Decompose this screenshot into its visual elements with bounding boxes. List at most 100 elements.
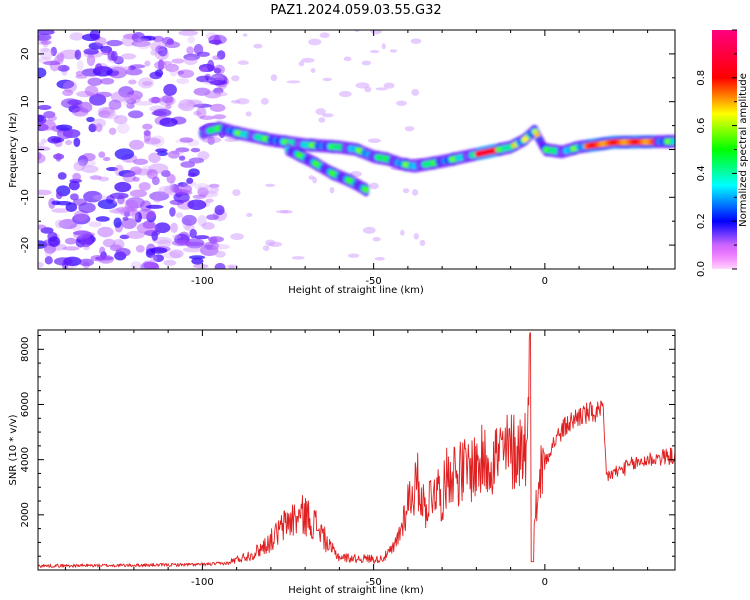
noise-blob — [129, 189, 148, 198]
noise-blob — [214, 250, 226, 258]
noise-blob — [86, 116, 95, 123]
noise-blob — [206, 214, 219, 221]
noise-blob — [51, 137, 65, 143]
noise-blob — [98, 151, 106, 159]
noise-blob — [189, 228, 197, 239]
noise-blob — [107, 50, 116, 61]
noise-blob — [367, 138, 381, 144]
noise-blob — [73, 137, 81, 148]
noise-blob — [190, 147, 201, 153]
noise-blob — [62, 89, 74, 97]
noise-blob — [108, 99, 122, 110]
colorbar-tick-label: 0.6 — [696, 118, 707, 134]
spectrogram-y-tick-label: 0 — [20, 146, 31, 152]
noise-blob — [177, 70, 185, 75]
noise-blob — [404, 126, 415, 132]
signal-cell — [672, 138, 675, 145]
noise-blob — [197, 187, 209, 197]
noise-blob — [298, 61, 305, 67]
noise-blob — [215, 91, 228, 97]
noise-blob — [153, 254, 165, 262]
noise-blob — [142, 81, 153, 86]
noise-blob — [73, 230, 91, 236]
noise-blob — [38, 189, 52, 196]
noise-blob — [276, 210, 289, 214]
noise-blob — [53, 257, 73, 266]
noise-blob — [178, 155, 186, 161]
noise-blob — [412, 189, 419, 196]
noise-blob — [119, 234, 130, 240]
noise-blob — [95, 36, 107, 47]
noise-blob — [181, 214, 197, 226]
noise-blob — [50, 46, 57, 57]
noise-blob — [166, 173, 176, 184]
noise-blob — [48, 236, 61, 247]
noise-blob — [167, 150, 180, 159]
noise-blob — [38, 146, 51, 152]
noise-blob — [270, 74, 278, 82]
spectrogram-signal-layer — [198, 121, 675, 197]
noise-blob — [163, 83, 177, 96]
spectrogram-x-tick-label: -50 — [365, 276, 381, 287]
noise-blob — [205, 198, 214, 203]
colorbar: 0.0 0.2 0.4 0.6 0.8 Normalized spectral ampl… — [696, 29, 749, 277]
noise-blob — [159, 117, 178, 127]
snr-x-tick-label: -100 — [191, 577, 214, 588]
noise-blob — [187, 99, 202, 105]
noise-blob — [89, 175, 102, 180]
noise-blob — [106, 39, 123, 47]
noise-blob — [108, 66, 128, 79]
noise-blob — [149, 191, 170, 201]
noise-blob — [196, 106, 207, 119]
noise-blob — [322, 77, 333, 82]
noise-blob — [114, 148, 135, 160]
noise-blob — [134, 211, 142, 223]
noise-blob — [39, 47, 50, 53]
noise-blob — [193, 103, 212, 108]
noise-blob — [208, 39, 223, 45]
noise-blob — [60, 98, 80, 109]
noise-blob — [129, 166, 143, 175]
noise-blob — [150, 41, 166, 52]
noise-blob — [375, 87, 388, 91]
noise-blob — [246, 212, 253, 218]
colorbar-tick-label: 0.8 — [696, 70, 707, 86]
noise-blob — [136, 38, 152, 50]
noise-blob — [370, 30, 382, 35]
noise-blob — [186, 100, 203, 108]
noise-blob — [84, 85, 99, 97]
noise-blob — [121, 53, 136, 60]
noise-blob — [125, 67, 143, 76]
noise-blob — [76, 159, 96, 168]
noise-blob — [83, 190, 103, 203]
noise-blob — [81, 153, 96, 162]
noise-blob — [201, 222, 215, 230]
noise-blob — [108, 127, 117, 135]
noise-blob — [152, 35, 164, 43]
noise-blob — [97, 226, 114, 238]
noise-blob — [262, 245, 270, 251]
noise-blob — [95, 91, 112, 98]
spectrogram-x-ticks: -100 -50 0 — [64, 30, 649, 287]
noise-blob — [38, 114, 47, 125]
noise-blob — [88, 221, 102, 228]
noise-blob — [156, 151, 168, 157]
noise-blob — [175, 147, 190, 153]
noise-blob — [389, 49, 398, 53]
noise-blob — [143, 130, 151, 143]
noise-blob — [145, 248, 156, 259]
noise-blob — [343, 56, 352, 62]
noise-blob — [210, 184, 219, 194]
snr-x-tick-label: 0 — [542, 577, 548, 588]
noise-blob — [126, 102, 135, 109]
noise-blob — [38, 142, 45, 147]
noise-blob — [99, 246, 106, 256]
noise-blob — [56, 124, 73, 131]
noise-blob — [78, 202, 96, 214]
noise-blob — [88, 123, 97, 133]
noise-blob — [47, 115, 58, 122]
noise-blob — [65, 139, 73, 146]
colorbar-tick-label: 0.0 — [696, 261, 707, 277]
noise-blob — [128, 139, 145, 150]
